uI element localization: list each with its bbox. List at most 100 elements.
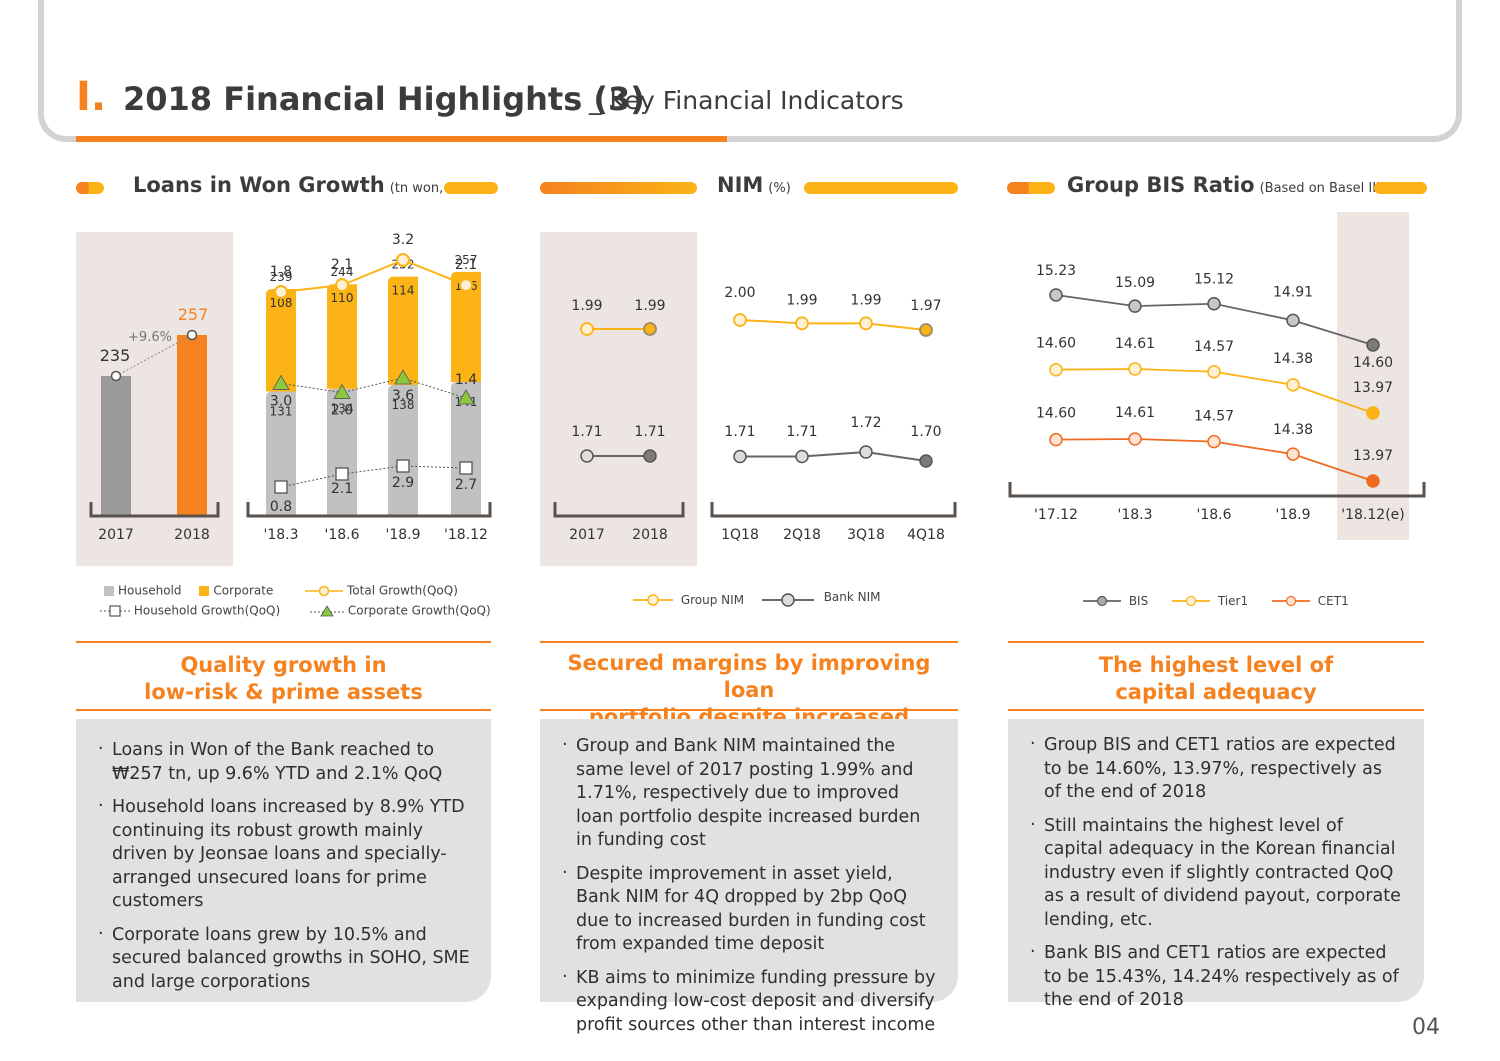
nim-legend: Group NIM Bank NIM — [633, 589, 881, 607]
bis-card: Group BIS and CET1 ratios are expected t… — [1008, 719, 1424, 1010]
nim-quarterly-group-point-1 — [795, 316, 809, 331]
total-growth-point-2 — [396, 253, 410, 267]
bis-tier1-label-1: 14.61 — [1115, 336, 1155, 352]
bis-bis-label-1: 15.09 — [1115, 275, 1155, 291]
loans-bullet-1: Loans in Won of the Bank reached to ₩257… — [98, 738, 471, 786]
legend-cet1: CET1 — [1317, 593, 1349, 608]
nim-head-left-pill — [540, 182, 697, 194]
corporate-growth-point-1 — [333, 383, 351, 399]
household-growth-label-0: 0.8 — [270, 499, 292, 515]
bis-cet1-label-4: 13.97 — [1353, 448, 1393, 464]
bis-title: Group BIS Ratio (Based on Basel III, %) — [1067, 173, 1406, 197]
nim-quarterly-group-point-2 — [859, 316, 873, 331]
bis-tick-1: '18.3 — [1117, 507, 1152, 523]
bis-estimate-bg — [1337, 212, 1409, 540]
bis-bis-point-2 — [1207, 296, 1221, 311]
bis-legend: BIS Tier1 CET1 — [1083, 593, 1349, 608]
annual-point-1 — [186, 329, 198, 341]
bis-tier1-label-3: 14.38 — [1273, 351, 1313, 367]
annual-bar-2017 — [101, 376, 131, 516]
nim-quarterly-group-label-3: 1.97 — [910, 298, 941, 314]
quarter-total-label-1: 244 — [331, 265, 354, 279]
nim-quarterly-group-line — [739, 319, 927, 331]
nim-annual-tick-0: 2017 — [569, 527, 605, 543]
legend-total-growth: Total Growth(QoQ) — [347, 583, 458, 598]
legend-household-growth: Household Growth(QoQ) — [133, 603, 281, 618]
bis-cet1-point-3 — [1286, 447, 1300, 461]
nim-annual-axis-bracket — [553, 502, 685, 518]
corporate-growth-point-0 — [272, 374, 290, 390]
annual-value-label-0: 235 — [100, 346, 131, 365]
nim-bullet-3: KB aims to minimize funding pressure by … — [562, 966, 938, 1038]
bis-cet1-point-2 — [1207, 434, 1221, 449]
household-growth-line — [280, 465, 467, 488]
annual-bar-2018 — [177, 335, 207, 516]
corporate-growth-point-2 — [394, 369, 412, 385]
nim-quarterly-tick-3: 4Q18 — [907, 527, 945, 543]
bis-tier1-label-4: 13.97 — [1353, 380, 1393, 396]
legend-corporate-growth: Corporate Growth(QoQ) — [347, 603, 491, 618]
nim-annual-group-point-1 — [643, 322, 657, 336]
total-growth-label-3: 2.1 — [455, 257, 477, 273]
title-subtitle: _ Key Financial Indicators — [589, 86, 904, 115]
nim-headline-bottom-rule — [540, 709, 958, 711]
bis-bullet-2: Still maintains the highest level of cap… — [1030, 814, 1404, 933]
loans-bullet-3: Corporate loans grew by 10.5% and secure… — [98, 923, 471, 995]
bis-bullet-1: Group BIS and CET1 ratios are expected t… — [1030, 733, 1404, 805]
household-value-label-2: 138 — [392, 398, 415, 412]
bis-tier1-point-1 — [1128, 362, 1142, 376]
corporate-growth-label-1: 2.0 — [331, 403, 353, 419]
corporate-bar-0 — [266, 288, 296, 392]
nim-annual-group-point-0 — [580, 322, 594, 336]
total-growth-point-1 — [335, 278, 349, 293]
legend-group-nim: Group NIM — [680, 592, 745, 607]
legend-total-growth-icon — [305, 585, 344, 596]
nim-quarterly-bank-point-2 — [859, 445, 873, 459]
legend-bank-nim-icon — [761, 592, 814, 607]
nim-quarterly-group-point-3 — [919, 323, 933, 337]
nim-annual-bank-point-0 — [580, 449, 594, 463]
legend-household-swatch — [104, 585, 114, 596]
bis-tick-2: '18.6 — [1196, 507, 1231, 523]
bis-cet1-point-4 — [1366, 474, 1380, 488]
bis-cet1-point-1 — [1128, 432, 1142, 446]
household-bar-2 — [388, 384, 418, 516]
total-growth-label-2: 3.2 — [392, 232, 414, 248]
bis-panel-head: Group BIS Ratio (Based on Basel III, %) — [1007, 173, 1427, 203]
total-growth-point-3 — [459, 278, 473, 293]
nim-annual-bank-label-1: 1.71 — [634, 424, 665, 440]
quarter-tick-3: '18.12 — [444, 527, 488, 543]
bis-cet1-point-0 — [1049, 432, 1063, 447]
bis-cet1-label-2: 14.57 — [1194, 409, 1234, 425]
nim-annual-group-label-1: 1.99 — [634, 298, 665, 314]
bis-bis-label-0: 15.23 — [1036, 263, 1076, 279]
bis-bis-label-2: 15.12 — [1194, 272, 1234, 288]
legend-bis-icon — [1083, 595, 1121, 606]
legend-bank-nim: Bank NIM — [823, 589, 881, 604]
bis-tier1-point-3 — [1286, 378, 1300, 392]
annual-tick-2017: 2017 — [98, 527, 134, 543]
quarter-axis-bracket — [246, 502, 492, 518]
nim-quarterly-bank-point-1 — [795, 449, 809, 464]
bis-tick-0: '17.12 — [1034, 507, 1078, 523]
corporate-bar-2 — [388, 276, 418, 385]
bis-cet1-label-3: 14.38 — [1273, 422, 1313, 438]
household-growth-label-2: 2.9 — [392, 475, 414, 491]
corporate-growth-point-3 — [457, 389, 475, 405]
nim-quarterly-group-label-1: 1.99 — [786, 292, 817, 308]
nim-quarterly-group-point-0 — [733, 313, 747, 327]
nim-quarterly-bank-label-1: 1.71 — [786, 424, 817, 440]
annual-tick-2018: 2018 — [174, 527, 210, 543]
loans-headline-top-rule — [76, 641, 491, 643]
bis-tick-4: '18.12(e) — [1341, 507, 1404, 523]
nim-quarterly-bank-point-3 — [919, 454, 933, 468]
nim-quarterly-axis-bracket — [710, 502, 957, 518]
loans-panel-head: Loans in Won Growth (tn won, %) — [76, 173, 498, 203]
corporate-value-label-0: 108 — [270, 296, 293, 310]
bis-cet1-label-1: 14.61 — [1115, 405, 1155, 421]
household-value-label-1: 134 — [331, 402, 354, 416]
nim-annual-tick-1: 2018 — [632, 527, 668, 543]
bis-tick-3: '18.9 — [1275, 507, 1310, 523]
bis-head-right-pill — [1374, 182, 1427, 194]
